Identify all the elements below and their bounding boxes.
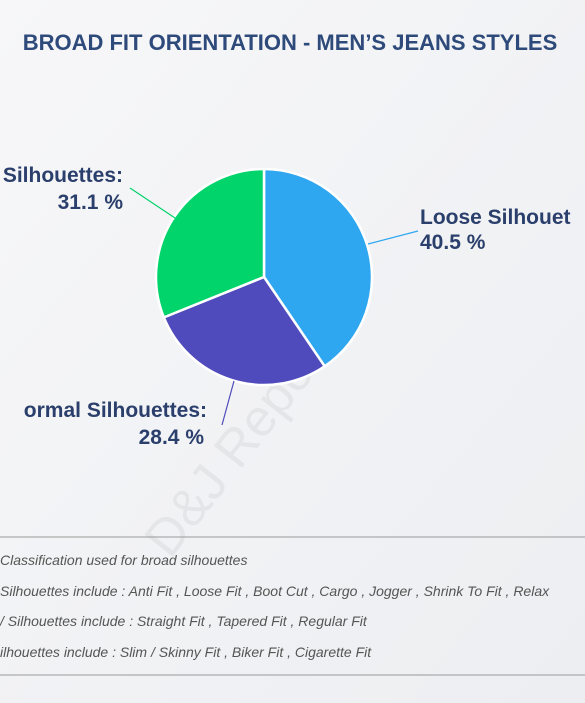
note: / Silhouettes include : Straight Fit , T… (0, 613, 368, 629)
chart-title: BROAD FIT ORIENTATION - MEN’S JEANS STYL… (23, 30, 558, 55)
pie-slice (262, 167, 374, 368)
slice-label: ormal Silhouettes: (24, 399, 207, 422)
pie (154, 167, 374, 387)
value-label: 28.4 % (139, 426, 205, 449)
slice-label: Silhouettes: (3, 164, 123, 187)
note: Classification used for broad silhouette… (0, 552, 247, 568)
note: ilhouettes include : Slim / Skinny Fit ,… (0, 644, 372, 660)
value-label: 40.5 % (420, 231, 486, 254)
value-label: 31.1 % (58, 191, 124, 214)
leader-line (129, 187, 176, 219)
leader-line (367, 230, 419, 245)
note: Silhouettes include : Anti Fit , Loose F… (0, 583, 550, 599)
slice-label: Loose Silhouet (420, 206, 571, 229)
pie-slice (162, 275, 326, 387)
pie-slice (154, 167, 266, 319)
leader-line (221, 380, 235, 426)
